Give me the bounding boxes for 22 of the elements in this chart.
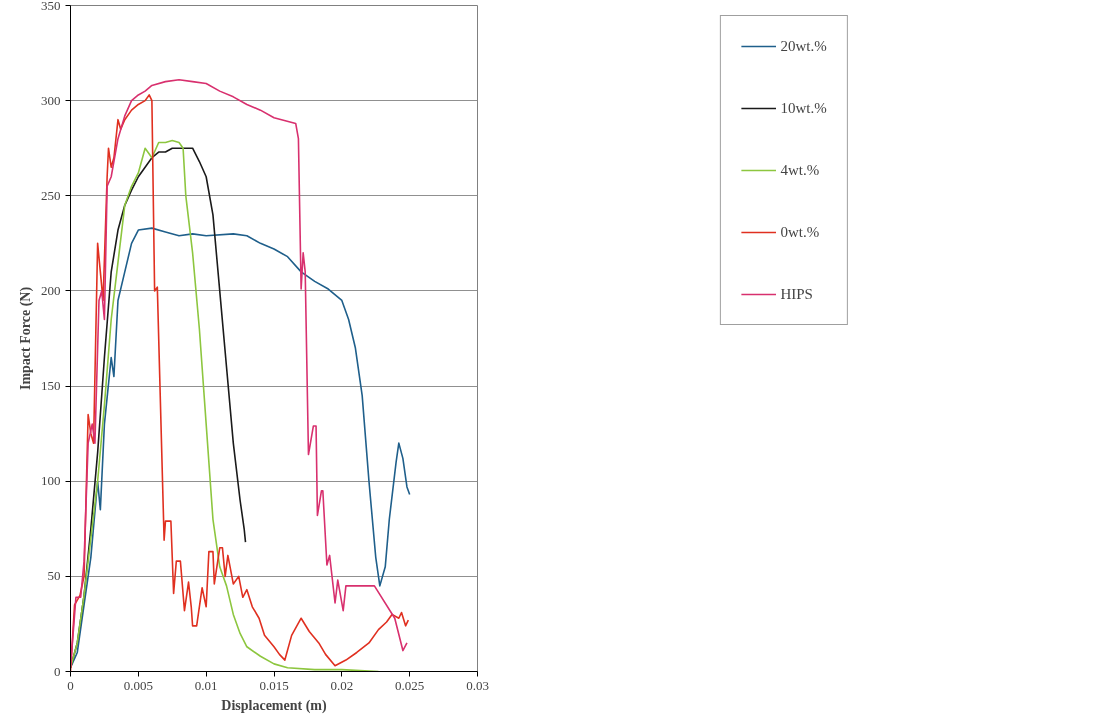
y-tick-label: 100 xyxy=(41,473,61,489)
y-tick-label: 300 xyxy=(41,92,61,108)
x-tick-label: 0.03 xyxy=(466,677,489,693)
x-tick-label: 0.01 xyxy=(194,677,218,693)
x-tick-label: 0.015 xyxy=(259,677,289,693)
y-tick-label: 150 xyxy=(41,378,61,394)
legend-label: 20wt.% xyxy=(780,37,827,55)
x-tick-label: 0.025 xyxy=(395,677,425,693)
legend-label: HIPS xyxy=(780,285,813,303)
y-tick-label: 0 xyxy=(54,663,61,679)
legend-label: 10wt.% xyxy=(780,99,827,117)
y-tick-label: 350 xyxy=(41,0,61,13)
y-axis-title: Impact Force (N) xyxy=(18,286,34,391)
x-tick-label: 0 xyxy=(67,677,74,693)
y-tick-label: 50 xyxy=(47,568,61,584)
x-tick-label: 0.02 xyxy=(330,677,354,693)
x-axis-title: Displacement (m) xyxy=(221,697,328,714)
legend-label: 0wt.% xyxy=(780,223,820,241)
y-tick-label: 200 xyxy=(41,282,61,298)
y-tick-label: 250 xyxy=(41,187,61,203)
legend-label: 4wt.% xyxy=(780,161,820,179)
x-tick-label: 0.005 xyxy=(123,677,153,693)
